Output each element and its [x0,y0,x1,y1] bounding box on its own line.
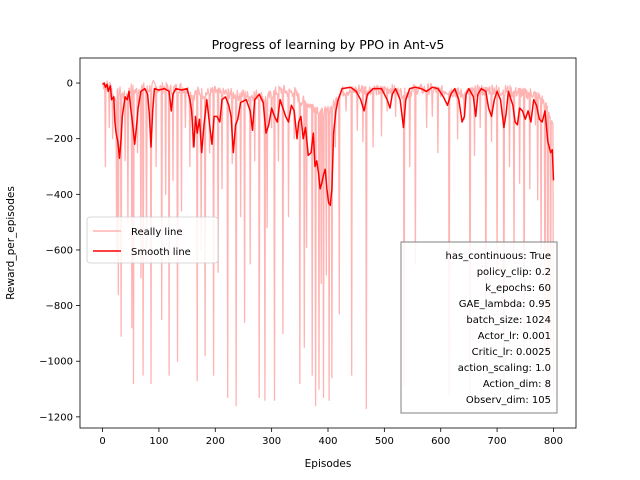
y-tick-label: −600 [46,245,73,256]
info-actor-lr: Actor_lr: 0.001 [478,331,551,342]
x-tick-label: 500 [375,436,394,447]
legend: Really line Smooth line [86,216,219,264]
y-tick-label: −800 [46,301,73,312]
info-critic-lr: Critic_lr: 0.0025 [472,347,551,358]
x-axis-label: Episodes [305,458,352,470]
really-line-path [102,79,555,410]
y-tick-label: 0 [67,79,73,90]
x-axis-ticks: 0 100 200 300 400 500 600 700 800 [99,428,563,447]
info-action-scaling: action_scaling: 1.0 [458,363,551,374]
really-line-series [102,79,555,410]
x-tick-label: 0 [99,436,105,447]
y-tick-label: −1200 [39,412,73,423]
x-tick-label: 400 [318,436,337,447]
x-tick-label: 100 [149,436,168,447]
y-axis-label: Reward_per_episodes [5,186,17,300]
y-tick-label: −200 [46,134,73,145]
x-tick-label: 700 [488,436,507,447]
chart-title: Progress of learning by PPO in Ant-v5 [212,37,445,52]
y-axis-ticks: 0 −200 −400 −600 −800 −1000 −1200 [39,79,80,423]
smooth-line-path [102,82,555,207]
info-k-epochs: k_epochs: 60 [485,283,551,294]
x-tick-label: 600 [431,436,450,447]
hyperparameter-box: has_continuous: True policy_clip: 0.2 k_… [400,241,558,414]
info-observ-dim: Observ_dim: 105 [466,395,551,406]
legend-label-really-line: Really line [131,227,182,238]
y-tick-label: −1000 [39,357,73,368]
x-tick-label: 800 [544,436,563,447]
info-action-dim: Action_dim: 8 [483,379,551,390]
smooth-line-series [102,82,555,207]
info-batch-size: batch_size: 1024 [466,315,551,326]
x-tick-label: 300 [262,436,281,447]
x-tick-label: 200 [206,436,225,447]
info-gae-lambda: GAE_lambda: 0.95 [459,299,551,310]
info-has-continuous: has_continuous: True [446,251,551,262]
legend-label-smooth-line: Smooth line [131,247,191,258]
info-policy-clip: policy_clip: 0.2 [477,267,551,278]
y-tick-label: −400 [46,190,73,201]
hyperparameter-box-frame [400,241,558,414]
